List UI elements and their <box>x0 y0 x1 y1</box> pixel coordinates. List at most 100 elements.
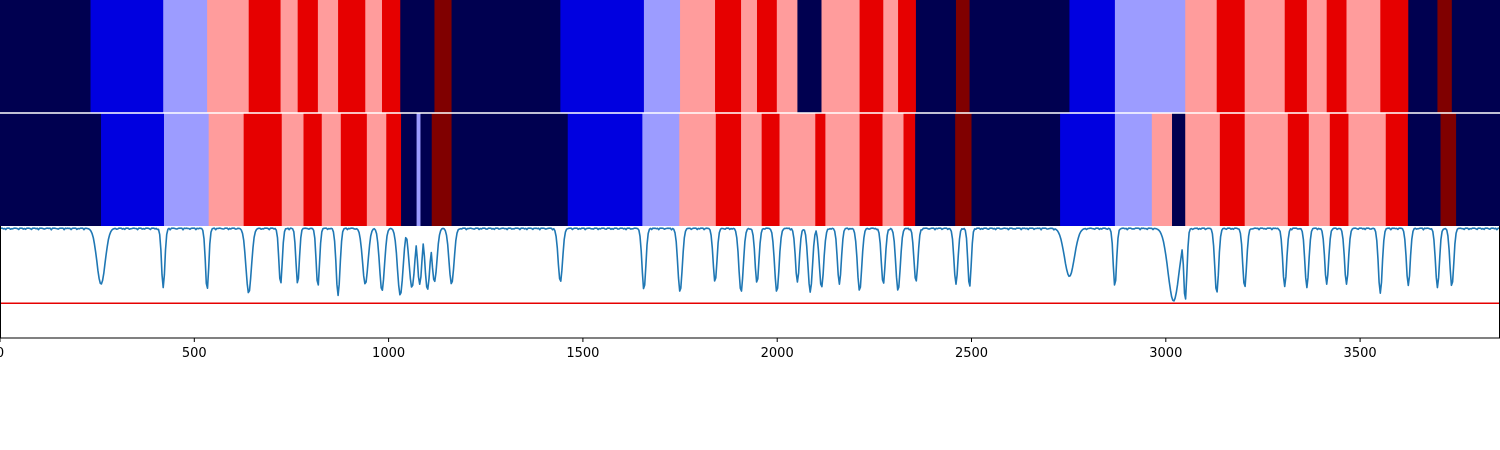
track-2-segment-pink <box>1185 113 1221 226</box>
track-2-segment-blue <box>1060 113 1116 226</box>
track-2-segment-dark_navy <box>451 113 569 226</box>
track-1-segment-dark_navy <box>969 0 1070 113</box>
track-1-segment-dark_navy <box>797 0 822 113</box>
track-2-segment-pink <box>825 113 860 226</box>
track-2-segment-red <box>386 113 402 226</box>
track-1-segment-light_blue <box>643 0 681 113</box>
track-2-segment-dark_navy <box>1172 113 1186 226</box>
x-tick-label: 3500 <box>1344 346 1377 361</box>
x-tick-label: 1000 <box>372 346 405 361</box>
x-tick-label: 2500 <box>955 346 988 361</box>
track-1-segment-red <box>297 0 319 113</box>
x-tick-label: 0 <box>0 346 4 361</box>
track-2-segment-pink <box>779 113 816 226</box>
score-line <box>0 227 1500 302</box>
track-2-segment-pink <box>281 113 304 226</box>
x-tick-label: 500 <box>182 346 207 361</box>
track-1-segment-dark_navy <box>451 0 561 113</box>
track-2-segment-dark_red <box>955 113 972 226</box>
track-2-segment-light_blue <box>1114 113 1153 226</box>
track-2-segment-dark_navy <box>1456 113 1500 226</box>
track-1-segment-pink <box>207 0 250 113</box>
track-2-segment-red <box>303 113 323 226</box>
track-1-segment-red <box>1284 0 1308 113</box>
line-panel-background <box>0 226 1500 338</box>
track-2-segment-light_blue <box>642 113 680 226</box>
track-1-segment-pink <box>1306 0 1328 113</box>
track-1-segment-red <box>898 0 917 113</box>
track-1-segment-pink <box>821 0 860 113</box>
track-2-segment-pink <box>1244 113 1289 226</box>
x-ticks: 0 500 1000 1500 2000 2500 3000 3500 <box>0 338 1377 361</box>
track-2-segment-red <box>859 113 883 226</box>
track-2-segment-red <box>1287 113 1310 226</box>
track-2-segment-pink <box>321 113 342 226</box>
track-1-segment-dark_navy <box>1451 0 1500 113</box>
track-1-segment-pink <box>1185 0 1218 113</box>
track-2-segment-red <box>761 113 780 226</box>
track-2-segment-dark_navy <box>401 113 417 226</box>
track-2-segment-red <box>340 113 368 226</box>
track-1-segment-dark_red <box>434 0 452 113</box>
track-1-segment-blue <box>1069 0 1116 113</box>
track-1-segment-pink <box>883 0 899 113</box>
track-2-segment-dark_navy <box>915 113 956 226</box>
track-1-segment-pink <box>776 0 798 113</box>
track-2-segment-blue <box>101 113 165 226</box>
track-2-segment-red <box>815 113 826 226</box>
track-2-segment-red <box>1329 113 1349 226</box>
track-1-segment-dark_navy <box>915 0 957 113</box>
track-1-segment-dark_navy <box>0 0 91 113</box>
track-2-segment-pink <box>1151 113 1173 226</box>
heatmap-track-1 <box>0 0 1500 113</box>
track-2-segment-dark_red <box>1440 113 1457 226</box>
track-2-segment-dark_navy <box>420 113 433 226</box>
track-1-segment-light_blue <box>163 0 208 113</box>
track-2-segment-pink <box>366 113 387 226</box>
track-1-segment-light_blue <box>1114 0 1186 113</box>
track-2-segment-pink <box>679 113 717 226</box>
track-2-segment-light_blue <box>416 113 421 226</box>
track-2-segment-light_blue <box>163 113 210 226</box>
track-1-segment-red <box>248 0 281 113</box>
track-2-segment-dark_red <box>431 113 452 226</box>
track-2-segment-pink <box>882 113 904 226</box>
track-1-segment-red <box>859 0 884 113</box>
track-1-segment-red <box>1326 0 1347 113</box>
track-1-segment-pink <box>680 0 716 113</box>
track-1-segment-dark_navy <box>400 0 435 113</box>
track-2-segment-red <box>1385 113 1409 226</box>
track-1-segment-red <box>715 0 742 113</box>
track-2-segment-dark_navy <box>971 113 1061 226</box>
track-2-segment-pink <box>1348 113 1387 226</box>
track-2-segment-pink <box>741 113 763 226</box>
track-1-segment-red <box>1380 0 1409 113</box>
track-2-segment-red <box>715 113 742 226</box>
track-2-segment-dark_navy <box>1407 113 1441 226</box>
track-1-segment-pink <box>1244 0 1286 113</box>
track-1-segment-pink <box>365 0 383 113</box>
track-1-segment-blue <box>90 0 164 113</box>
track-2-segment-red <box>1219 113 1246 226</box>
x-tick-label: 2000 <box>761 346 794 361</box>
track-2-segment-red <box>903 113 916 226</box>
track-2-segment-red <box>243 113 283 226</box>
track-2-segment-pink <box>1308 113 1331 226</box>
line-panel <box>0 226 1500 338</box>
track-1-segment-dark_navy <box>1408 0 1438 113</box>
track-1-segment-red <box>1216 0 1246 113</box>
x-tick-label: 1500 <box>566 346 599 361</box>
x-tick-label: 3000 <box>1149 346 1182 361</box>
track-1-segment-pink <box>1346 0 1381 113</box>
track-1-segment-red <box>381 0 401 113</box>
track-2-segment-dark_navy <box>0 113 102 226</box>
track-1-segment-blue <box>560 0 645 113</box>
track-1-segment-pink <box>317 0 339 113</box>
track-1-segment-pink <box>741 0 758 113</box>
track-1-segment-dark_red <box>1437 0 1453 113</box>
track-2-segment-blue <box>567 113 643 226</box>
track-1-segment-dark_red <box>955 0 970 113</box>
track-1-segment-red <box>756 0 778 113</box>
track-1-segment-pink <box>280 0 299 113</box>
